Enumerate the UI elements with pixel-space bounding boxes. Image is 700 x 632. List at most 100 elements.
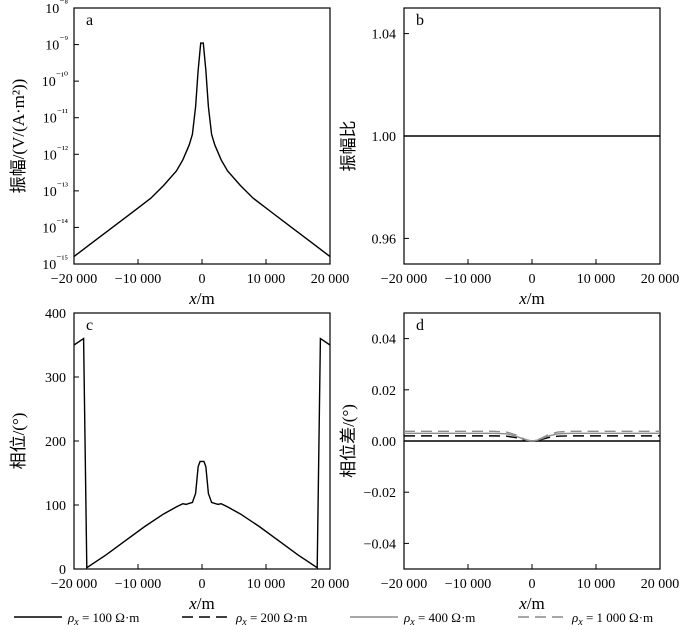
legend-label: ρx = 1 000 Ω·m xyxy=(571,610,653,628)
legend: ρx = 100 Ω·m ρx = 200 Ω·m ρx = 400 Ω·m ρx =… xyxy=(14,610,653,628)
x-tick-label: 0 xyxy=(199,272,206,287)
y-tick-base: 10 xyxy=(42,221,56,236)
y-tick-base: 10 xyxy=(43,112,57,127)
y-tick-label: 10⁻¹⁴ xyxy=(42,217,68,236)
y-tick-label: 1.00 xyxy=(372,130,397,145)
x-tick-label: −10 000 xyxy=(115,272,161,287)
panel-label: b xyxy=(416,12,424,29)
y-tick-label: 10⁻⁸ xyxy=(45,0,68,17)
legend-value: = 200 Ω·m xyxy=(247,610,308,625)
y-tick-base: 10 xyxy=(43,148,57,163)
x-tick-label: −20 000 xyxy=(381,272,427,287)
x-tick-label: 20 000 xyxy=(311,577,350,592)
y-tick-label: 100 xyxy=(45,499,66,514)
y-tick-base: 10 xyxy=(42,258,56,273)
y-tick-label: 400 xyxy=(45,307,66,322)
y-tick-exponent: ⁻¹¹ xyxy=(57,108,68,119)
legend-item-1: ρx = 100 Ω·m xyxy=(14,610,139,628)
series-line-d-1 xyxy=(404,435,660,442)
x-axis-label: x/m xyxy=(518,594,545,613)
x-axis-label: x/m xyxy=(188,289,215,308)
legend-symbol: ρ xyxy=(235,610,242,625)
series-line-a-0 xyxy=(74,42,330,258)
y-tick-label: 10⁻¹¹ xyxy=(43,108,68,127)
y-axis-label: 振幅/(V/(A·m²)) xyxy=(9,79,28,194)
x-axis-label-unit: /m xyxy=(197,594,215,613)
x-tick-label: 0 xyxy=(199,577,206,592)
series-line-d-3 xyxy=(404,430,660,442)
y-axis-label: 振幅比 xyxy=(339,121,358,172)
panel-c: −20 000 −10 000 0 10 000 20 000 0 100 200 300 400… xyxy=(9,307,349,613)
x-tick-label: 10 000 xyxy=(247,577,286,592)
legend-label: ρx = 100 Ω·m xyxy=(67,610,139,628)
y-tick-exponent: ⁻⁹ xyxy=(59,35,68,46)
y-tick-label: 10⁻¹⁵ xyxy=(42,254,68,273)
y-tick-exponent: ⁻¹³ xyxy=(57,181,68,192)
y-tick-label: 0 xyxy=(59,563,66,578)
legend-subscript: x xyxy=(73,617,79,628)
y-tick-base: 10 xyxy=(43,185,57,200)
y-tick-exponent: ⁻¹⁵ xyxy=(56,254,68,265)
x-axis-label: x/m xyxy=(518,289,545,308)
panel-label: a xyxy=(86,12,93,29)
y-tick-label: −0.02 xyxy=(364,486,396,501)
y-axis-label: 相位/(°) xyxy=(9,413,28,470)
x-tick-label: 20 000 xyxy=(641,577,680,592)
x-tick-label: 10 000 xyxy=(247,272,286,287)
x-tick-label: −10 000 xyxy=(445,272,491,287)
panel-label: c xyxy=(86,317,93,334)
y-tick-base: 10 xyxy=(45,39,59,54)
y-tick-label: 10⁻⁹ xyxy=(45,35,68,54)
legend-symbol: ρ xyxy=(67,610,74,625)
y-tick-exponent: ⁻¹⁴ xyxy=(56,217,68,228)
panel-label: d xyxy=(416,317,424,334)
y-tick-label: 10⁻¹³ xyxy=(43,181,68,200)
x-axis-label-unit: /m xyxy=(527,594,545,613)
y-tick-label: 10⁻¹⁰ xyxy=(42,71,68,90)
legend-item-2: ρx = 200 Ω·m xyxy=(182,610,307,628)
x-axis-label-variable: x xyxy=(188,289,197,308)
y-tick-label: 0.04 xyxy=(372,333,397,348)
series-line-d-2 xyxy=(404,432,660,442)
legend-label: ρx = 400 Ω·m xyxy=(403,610,475,628)
x-tick-label: 0 xyxy=(529,272,536,287)
x-axis-label-unit: /m xyxy=(527,289,545,308)
legend-label: ρx = 200 Ω·m xyxy=(235,610,307,628)
panel-b: −20 000 −10 000 0 10 000 20 000 0.96 1.00 1.04 b… xyxy=(339,7,680,308)
plot-frame-a xyxy=(73,7,331,265)
legend-symbol: ρ xyxy=(403,610,410,625)
x-axis-label-variable: x xyxy=(518,594,527,613)
y-tick-exponent: ⁻⁸ xyxy=(59,0,68,9)
x-axis-label: x/m xyxy=(188,594,215,613)
x-axis-label-unit: /m xyxy=(197,289,215,308)
legend-symbol: ρ xyxy=(571,610,578,625)
x-tick-label: 0 xyxy=(529,577,536,592)
y-tick-label: 0.02 xyxy=(372,384,397,399)
x-tick-label: −10 000 xyxy=(115,577,161,592)
y-tick-label: 200 xyxy=(45,435,66,450)
x-tick-label: 20 000 xyxy=(311,272,350,287)
x-tick-label: −20 000 xyxy=(381,577,427,592)
y-tick-exponent: ⁻¹⁰ xyxy=(56,71,68,82)
y-axis-label: 相位差/(°) xyxy=(339,404,358,478)
x-tick-label: 20 000 xyxy=(641,272,680,287)
panel-a: −20 000 −10 000 0 10 000 20 00010⁻¹⁵10⁻¹⁴10⁻… xyxy=(9,0,349,308)
x-tick-label: 10 000 xyxy=(577,577,616,592)
legend-value: = 100 Ω·m xyxy=(79,610,140,625)
y-tick-label: 10⁻¹² xyxy=(43,144,68,163)
legend-subscript: x xyxy=(577,617,583,628)
y-tick-base: 10 xyxy=(45,2,59,17)
y-tick-label: −0.04 xyxy=(364,537,396,552)
y-tick-label: 0.96 xyxy=(372,232,397,247)
x-tick-label: 10 000 xyxy=(577,272,616,287)
y-tick-label: 1.04 xyxy=(372,28,397,43)
x-tick-label: −20 000 xyxy=(51,272,97,287)
y-tick-exponent: ⁻¹² xyxy=(57,144,68,155)
legend-subscript: x xyxy=(241,617,247,628)
series-line-c-0 xyxy=(74,337,330,569)
x-axis-label-variable: x xyxy=(518,289,527,308)
y-tick-base: 10 xyxy=(42,75,56,90)
y-tick-label: 300 xyxy=(45,371,66,386)
x-axis-label-variable: x xyxy=(188,594,197,613)
